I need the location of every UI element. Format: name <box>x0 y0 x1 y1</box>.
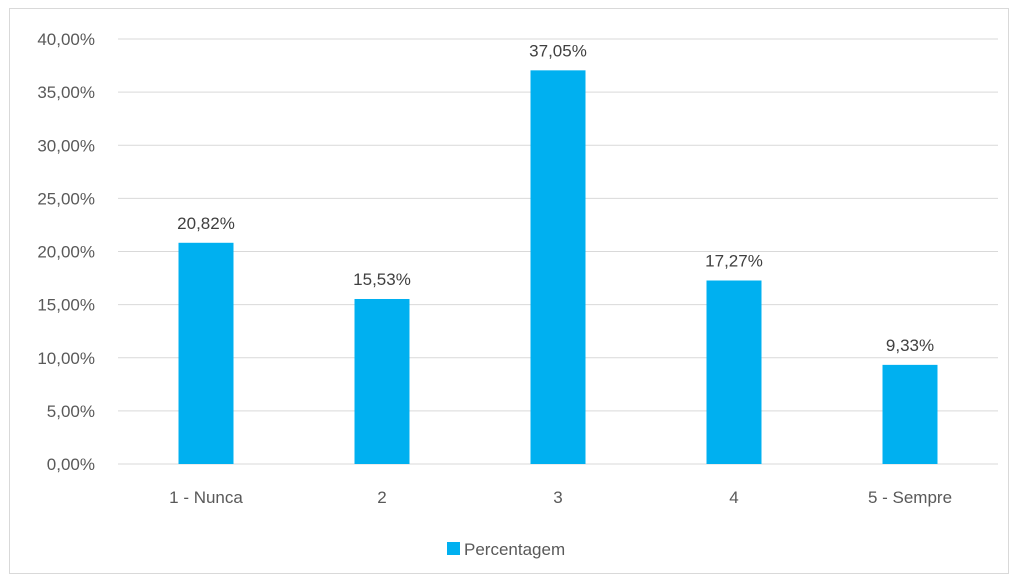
legend-label: Percentagem <box>464 540 565 559</box>
y-axis-ticks: 0,00% 5,00% 10,00% 15,00% 20,00% 25,00% 30,00%… <box>37 30 95 474</box>
x-axis-ticks: 1 - Nunca 2 3 4 5 - Sempre <box>169 488 952 507</box>
bar <box>882 364 938 464</box>
bars <box>178 70 938 464</box>
bar <box>354 298 410 464</box>
x-tick-label: 3 <box>553 488 562 507</box>
y-tick-label: 25,00% <box>37 189 95 208</box>
y-tick-label: 30,00% <box>37 136 95 155</box>
legend-swatch <box>447 542 460 555</box>
y-tick-label: 40,00% <box>37 30 95 49</box>
data-label: 17,27% <box>705 252 763 271</box>
y-tick-label: 15,00% <box>37 296 95 315</box>
bar <box>706 280 762 464</box>
y-tick-label: 20,00% <box>37 243 95 262</box>
chart-frame <box>9 8 1009 574</box>
y-tick-label: 10,00% <box>37 349 95 368</box>
y-tick-label: 35,00% <box>37 83 95 102</box>
bar <box>178 242 234 464</box>
data-label: 37,05% <box>529 41 587 60</box>
data-label: 15,53% <box>353 270 411 289</box>
y-tick-label: 5,00% <box>47 402 95 421</box>
data-label: 9,33% <box>886 336 934 355</box>
x-tick-label: 2 <box>377 488 386 507</box>
bar <box>530 70 586 464</box>
x-tick-label: 1 - Nunca <box>169 488 243 507</box>
data-label: 20,82% <box>177 214 235 233</box>
y-tick-label: 0,00% <box>47 455 95 474</box>
legend: Percentagem <box>447 540 565 559</box>
data-labels: 20,82% 15,53% 37,05% 17,27% 9,33% <box>177 41 934 355</box>
x-tick-label: 5 - Sempre <box>868 488 952 507</box>
x-tick-label: 4 <box>729 488 738 507</box>
